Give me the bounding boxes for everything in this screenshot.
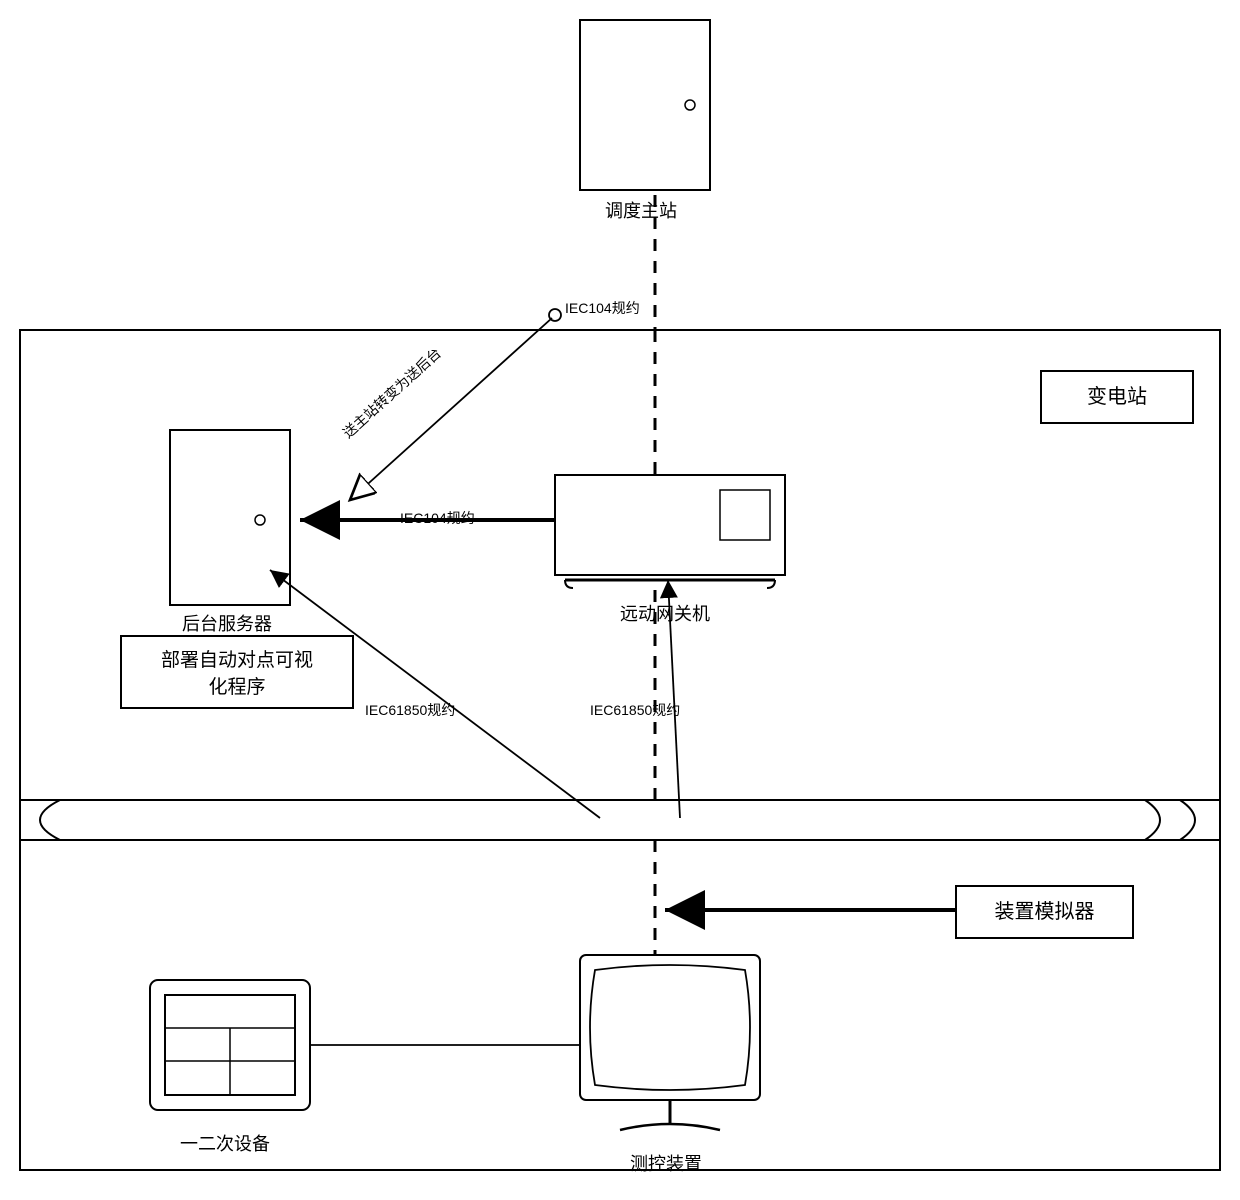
dispatch-master-label: 调度主站 xyxy=(605,197,677,223)
iec104-mid-label: IEC104规约 xyxy=(400,508,475,528)
gateway-label: 远动网关机 xyxy=(620,600,710,626)
deploy-line1: 部署自动对点可视 xyxy=(122,645,352,672)
device-simulator-text: 装置模拟器 xyxy=(995,901,1095,923)
device-simulator-box: 装置模拟器 xyxy=(955,885,1134,939)
primary-secondary-label: 一二次设备 xyxy=(180,1130,270,1156)
backend-server-label: 后台服务器 xyxy=(182,610,272,636)
iec61850-left-label: IEC61850规约 xyxy=(365,700,455,720)
measurement-device-label: 测控装置 xyxy=(630,1150,702,1176)
substation-title-text: 变电站 xyxy=(1087,386,1147,408)
deploy-line2: 化程序 xyxy=(122,672,352,699)
iec61850-right-label: IEC61850规约 xyxy=(590,700,680,720)
deploy-program-box: 部署自动对点可视 化程序 xyxy=(120,635,354,709)
substation-title: 变电站 xyxy=(1040,370,1194,424)
iec104-top-label: IEC104规约 xyxy=(565,298,640,318)
